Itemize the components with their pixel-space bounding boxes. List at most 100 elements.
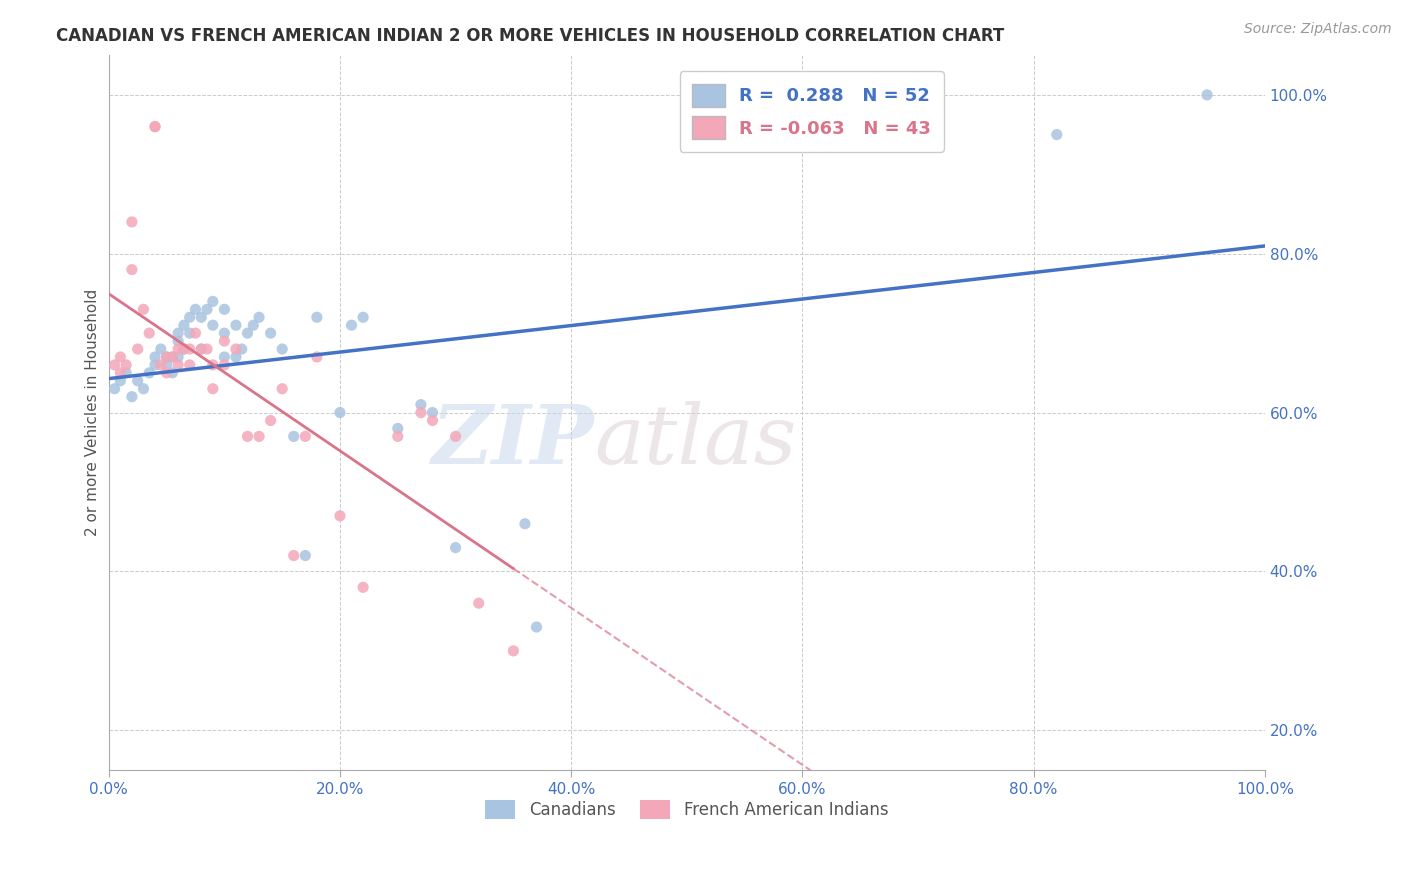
Point (231, 342, 253, 356)
Point (162, 366, 184, 380)
Point (305, 350, 328, 364)
Point (444, 541, 467, 555)
Point (121, 390, 143, 404)
Point (184, 326, 207, 340)
Point (247, 310, 270, 325)
Legend: Canadians, French American Indians: Canadians, French American Indians (478, 793, 896, 826)
Point (259, 326, 281, 340)
Point (143, 350, 166, 364)
Point (127, 374, 149, 388)
Point (1046, 128, 1069, 142)
Point (110, 366, 132, 380)
Point (283, 549, 305, 563)
Point (110, 350, 132, 364)
Point (190, 342, 212, 356)
Point (167, 358, 190, 372)
Text: atlas: atlas (595, 401, 797, 481)
Point (201, 358, 224, 372)
Point (467, 596, 489, 610)
Point (502, 644, 524, 658)
Point (387, 429, 409, 443)
Point (149, 342, 172, 356)
Point (214, 358, 236, 372)
Point (444, 429, 467, 443)
Point (340, 318, 363, 333)
Point (173, 342, 195, 356)
Point (115, 358, 138, 372)
Point (422, 413, 444, 427)
Point (305, 310, 328, 325)
Point (184, 302, 207, 317)
Point (155, 350, 177, 364)
Point (294, 549, 316, 563)
Point (132, 382, 155, 396)
Point (422, 406, 444, 420)
Point (110, 374, 132, 388)
Point (162, 350, 184, 364)
Point (283, 429, 305, 443)
Point (271, 342, 294, 356)
Point (195, 342, 218, 356)
Point (138, 366, 160, 380)
Point (242, 318, 264, 333)
Point (190, 310, 212, 325)
Y-axis label: 2 or more Vehicles in Household: 2 or more Vehicles in Household (86, 289, 100, 536)
Point (225, 342, 247, 356)
Point (214, 302, 236, 317)
Point (121, 215, 143, 229)
Point (195, 302, 218, 317)
Point (167, 350, 190, 364)
Point (132, 302, 155, 317)
Point (236, 429, 259, 443)
Point (214, 334, 236, 348)
Point (149, 358, 172, 372)
Point (179, 326, 201, 340)
Point (352, 310, 374, 325)
Text: CANADIAN VS FRENCH AMERICAN INDIAN 2 OR MORE VEHICLES IN HOUSEHOLD CORRELATION C: CANADIAN VS FRENCH AMERICAN INDIAN 2 OR … (56, 27, 1004, 45)
Point (127, 342, 149, 356)
Point (247, 429, 270, 443)
Point (526, 620, 548, 634)
Point (155, 350, 177, 364)
Text: Source: ZipAtlas.com: Source: ZipAtlas.com (1244, 22, 1392, 37)
Point (259, 413, 281, 427)
Point (143, 358, 166, 372)
Point (409, 398, 432, 412)
Point (329, 508, 352, 523)
Point (225, 318, 247, 333)
Point (173, 318, 195, 333)
Point (167, 326, 190, 340)
Point (201, 318, 224, 333)
Point (121, 262, 143, 277)
Point (409, 406, 432, 420)
Point (162, 350, 184, 364)
Point (167, 342, 190, 356)
Point (179, 310, 201, 325)
Point (214, 326, 236, 340)
Point (103, 358, 125, 372)
Point (201, 382, 224, 396)
Point (352, 580, 374, 594)
Point (179, 342, 201, 356)
Point (294, 429, 316, 443)
Point (115, 366, 138, 380)
Point (190, 342, 212, 356)
Point (143, 120, 166, 134)
Point (201, 294, 224, 309)
Point (387, 421, 409, 435)
Point (271, 382, 294, 396)
Point (155, 366, 177, 380)
Point (138, 326, 160, 340)
Point (179, 358, 201, 372)
Point (173, 342, 195, 356)
Point (155, 358, 177, 372)
Point (214, 350, 236, 364)
Point (236, 326, 259, 340)
Point (513, 516, 536, 531)
Point (103, 382, 125, 396)
Point (1197, 87, 1219, 102)
Point (143, 120, 166, 134)
Point (225, 350, 247, 364)
Point (167, 334, 190, 348)
Text: ZIP: ZIP (432, 401, 595, 481)
